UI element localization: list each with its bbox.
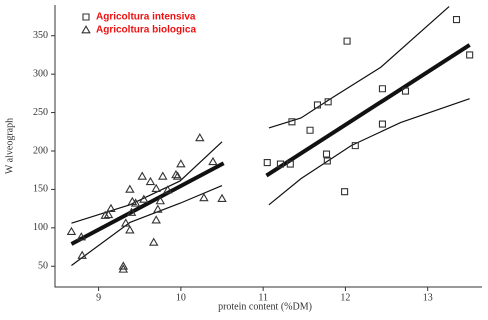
triangle-point <box>208 156 218 166</box>
fit-line <box>265 43 471 178</box>
triangle-point <box>155 196 166 205</box>
fit-line <box>71 185 223 266</box>
triangle-point <box>151 215 161 224</box>
y-axis-label: W alveograph <box>4 118 15 174</box>
y-tick-label: 350 <box>33 30 48 41</box>
triangle-point <box>171 169 181 179</box>
triangle-point <box>217 193 227 202</box>
triangle-point <box>153 204 163 213</box>
square-point <box>343 37 351 45</box>
triangle-point <box>66 226 77 236</box>
triangle-point <box>162 185 173 194</box>
triangle-point <box>130 198 141 207</box>
x-tick-label: 13 <box>423 292 433 303</box>
x-tick-label: 10 <box>176 292 186 303</box>
square-point <box>82 13 90 21</box>
triangle-point <box>118 261 129 270</box>
x-tick-label: 11 <box>258 292 268 303</box>
square-point <box>276 160 284 168</box>
triangle-point <box>76 232 87 241</box>
triangle-point <box>81 25 91 34</box>
y-tick-label: 200 <box>33 145 48 156</box>
y-tick-label: 300 <box>33 68 48 79</box>
x-axis-label: protein content (%DM) <box>218 301 312 312</box>
legend-label: Agricoltura intensiva <box>96 12 196 23</box>
triangle-point <box>158 171 168 180</box>
square-point <box>322 150 331 158</box>
square-point <box>263 158 271 167</box>
triangle-point <box>121 218 131 227</box>
axis-frame <box>54 5 482 288</box>
fit-line <box>268 98 470 206</box>
triangle-point <box>195 133 205 142</box>
triangle-point <box>106 203 116 212</box>
square-point <box>452 16 461 24</box>
y-tick-label: 50 <box>38 261 48 272</box>
square-point <box>323 157 331 165</box>
square-point <box>324 98 332 106</box>
triangle-point <box>126 207 137 216</box>
triangle-point <box>103 209 114 219</box>
triangle-point <box>77 250 87 259</box>
x-tick-label: 12 <box>340 292 350 303</box>
square-point <box>378 120 386 128</box>
fit-line <box>71 141 223 224</box>
triangle-point <box>137 171 147 180</box>
square-point <box>286 160 294 168</box>
triangle-point <box>125 184 135 193</box>
square-point <box>313 101 322 109</box>
fit-line <box>268 6 450 129</box>
triangle-point <box>176 159 186 168</box>
triangle-point <box>145 176 156 186</box>
legend-label: Agricoltura biologica <box>96 25 196 36</box>
square-point <box>288 118 296 126</box>
triangle-point <box>139 194 149 203</box>
triangle-point <box>199 192 209 202</box>
triangle-point <box>100 210 110 219</box>
x-tick-label: 9 <box>96 292 101 303</box>
triangle-point <box>148 237 159 246</box>
fit-line <box>70 161 225 246</box>
triangle-point <box>125 225 135 234</box>
square-point <box>401 87 410 95</box>
square-point <box>341 188 349 196</box>
square-point <box>378 85 386 93</box>
y-tick-label: 100 <box>33 222 48 233</box>
y-tick-label: 250 <box>33 107 48 118</box>
triangle-point <box>118 264 129 273</box>
square-point <box>351 142 359 150</box>
triangle-point <box>151 183 161 192</box>
square-point <box>466 51 474 59</box>
square-point <box>306 126 314 134</box>
y-tick-label: 150 <box>33 184 48 195</box>
triangle-point <box>172 171 183 180</box>
